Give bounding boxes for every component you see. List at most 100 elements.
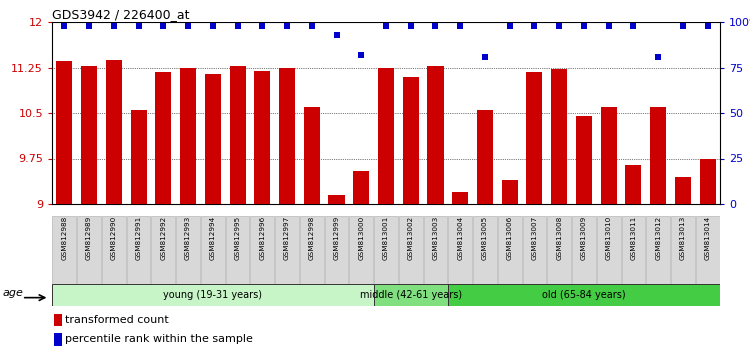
Text: percentile rank within the sample: percentile rank within the sample	[64, 335, 253, 344]
Bar	[452, 192, 468, 204]
Text: GSM812997: GSM812997	[284, 216, 290, 260]
Bar	[56, 62, 73, 204]
Text: GSM812988: GSM812988	[62, 216, 68, 260]
Point	[554, 23, 566, 28]
Text: GSM813002: GSM813002	[408, 216, 414, 260]
Point	[603, 23, 615, 28]
Point	[405, 23, 417, 28]
Bar	[279, 68, 295, 204]
Point	[108, 23, 120, 28]
Text: GSM813014: GSM813014	[705, 216, 711, 260]
Text: GSM812994: GSM812994	[210, 216, 216, 260]
Bar	[626, 165, 641, 204]
Point	[207, 23, 219, 28]
Bar	[399, 216, 422, 284]
Text: GSM813011: GSM813011	[631, 216, 637, 260]
Bar	[597, 216, 620, 284]
Text: age: age	[2, 288, 23, 298]
Bar	[576, 116, 592, 204]
Bar	[353, 171, 369, 204]
Text: GSM813010: GSM813010	[606, 216, 612, 260]
Bar	[254, 70, 270, 204]
Text: GSM813006: GSM813006	[507, 216, 513, 260]
Point	[479, 54, 491, 59]
Point	[504, 23, 516, 28]
Bar	[473, 216, 496, 284]
Bar	[572, 216, 596, 284]
Bar	[427, 66, 443, 204]
Bar	[251, 216, 274, 284]
Point	[281, 23, 293, 28]
Point	[182, 23, 194, 28]
Text: GSM813004: GSM813004	[458, 216, 464, 260]
Text: GSM812996: GSM812996	[260, 216, 266, 260]
Bar	[102, 216, 126, 284]
Text: GSM812990: GSM812990	[111, 216, 117, 260]
Bar	[350, 216, 374, 284]
Point	[306, 23, 318, 28]
Bar	[176, 216, 200, 284]
Bar	[700, 159, 715, 204]
Bar	[77, 216, 101, 284]
Text: GSM813009: GSM813009	[581, 216, 587, 260]
Bar	[52, 284, 374, 306]
Text: GSM813008: GSM813008	[556, 216, 562, 260]
Bar	[81, 66, 98, 204]
Bar	[53, 216, 76, 284]
Point	[331, 32, 343, 38]
Bar	[328, 195, 344, 204]
Bar	[374, 216, 398, 284]
Bar	[180, 68, 196, 204]
Point	[454, 23, 466, 28]
Text: GSM813005: GSM813005	[482, 216, 488, 260]
Bar	[54, 314, 62, 326]
Text: GSM813013: GSM813013	[680, 216, 686, 260]
Bar	[300, 216, 324, 284]
Bar	[498, 216, 521, 284]
Point	[430, 23, 442, 28]
Bar	[601, 107, 616, 204]
Point	[529, 23, 541, 28]
Text: GSM812999: GSM812999	[334, 216, 340, 260]
Text: GSM812998: GSM812998	[309, 216, 315, 260]
Bar	[205, 74, 220, 204]
Text: middle (42-61 years): middle (42-61 years)	[360, 290, 462, 300]
Bar	[646, 216, 670, 284]
Text: GSM813012: GSM813012	[656, 216, 662, 260]
Text: GSM812992: GSM812992	[160, 216, 166, 260]
Bar	[155, 72, 171, 204]
Bar	[127, 216, 151, 284]
Point	[256, 23, 268, 28]
Text: GSM813001: GSM813001	[383, 216, 389, 260]
Bar	[671, 216, 694, 284]
Point	[578, 23, 590, 28]
Bar	[622, 216, 645, 284]
Bar	[523, 216, 546, 284]
Bar	[130, 110, 147, 204]
Bar	[275, 216, 299, 284]
Text: GDS3942 / 226400_at: GDS3942 / 226400_at	[52, 8, 190, 21]
Bar	[551, 69, 567, 204]
Bar	[502, 180, 518, 204]
Bar	[152, 216, 176, 284]
Bar	[448, 284, 720, 306]
Text: GSM812995: GSM812995	[235, 216, 241, 260]
Point	[83, 23, 95, 28]
Point	[652, 54, 664, 59]
Bar	[54, 333, 62, 346]
Bar	[424, 216, 447, 284]
Text: GSM812989: GSM812989	[86, 216, 92, 260]
Bar	[675, 177, 691, 204]
Bar	[106, 59, 122, 204]
Bar	[325, 216, 349, 284]
Point	[133, 23, 145, 28]
Bar	[374, 284, 448, 306]
Bar	[696, 216, 719, 284]
Bar	[403, 76, 418, 204]
Bar	[378, 68, 394, 204]
Bar	[226, 216, 250, 284]
Bar	[304, 107, 320, 204]
Bar	[448, 216, 472, 284]
Text: GSM813000: GSM813000	[358, 216, 364, 260]
Point	[158, 23, 170, 28]
